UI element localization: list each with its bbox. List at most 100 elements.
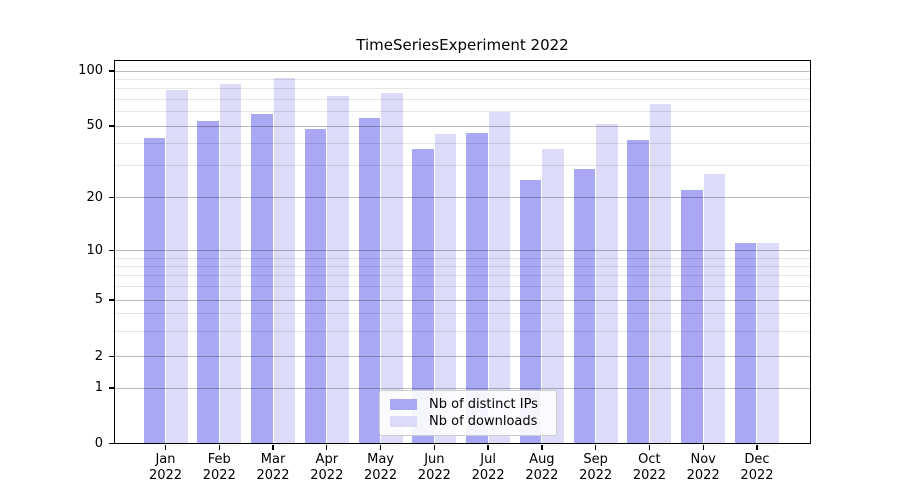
gridline-minor-6: [115, 286, 810, 288]
x-tick-month-feb: Feb: [207, 452, 231, 467]
x-tick-month-oct: Oct: [638, 452, 661, 467]
gridline-major-10: [115, 250, 810, 251]
x-tick-year-dec: 2022: [740, 468, 774, 483]
legend: Nb of distinct IPs Nb of downloads: [379, 390, 557, 436]
y-tick-100: [109, 70, 115, 72]
gridline-major-5: [115, 299, 810, 301]
x-tick-year-jun: 2022: [417, 468, 451, 483]
gridline-major-2: [115, 356, 810, 357]
x-tick-nov: [702, 444, 704, 450]
bar-nb-of-distinct-ips-nov: [681, 190, 703, 444]
chart-title: TimeSeriesExperiment 2022: [356, 36, 569, 54]
bar-nb-of-distinct-ips-jan: [143, 137, 165, 444]
bar-nb-of-distinct-ips-jun: [412, 149, 434, 444]
y-tick-label-20: 20: [86, 189, 103, 205]
x-tick-mar: [272, 444, 274, 450]
x-tick-month-jun: Jun: [424, 452, 445, 467]
x-tick-jul: [487, 444, 489, 450]
bar-nb-of-downloads-jan: [166, 89, 188, 444]
x-tick-year-aug: 2022: [525, 468, 559, 483]
y-tick-5: [109, 299, 115, 301]
bar-nb-of-distinct-ips-mar: [251, 114, 273, 444]
bar-nb-of-downloads-dec: [757, 243, 779, 444]
x-tick-label-apr: Apr 2022: [299, 452, 355, 484]
bar-nb-of-downloads-aug: [542, 149, 564, 444]
x-tick-label-aug: Aug 2022: [514, 452, 570, 484]
x-tick-label-nov: Nov 2022: [675, 452, 731, 484]
x-tick-month-nov: Nov: [690, 452, 716, 467]
x-tick-jun: [433, 444, 435, 450]
x-tick-aug: [541, 444, 543, 450]
gridline-major-1: [115, 387, 810, 389]
x-tick-year-sep: 2022: [579, 468, 613, 483]
x-tick-month-may: May: [367, 452, 395, 467]
bar-nb-of-downloads-sep: [596, 124, 618, 444]
x-tick-label-dec: Dec 2022: [729, 452, 785, 484]
x-tick-month-jan: Jan: [155, 452, 176, 467]
gridline-minor-40: [115, 142, 810, 144]
y-tick-label-50: 50: [86, 118, 103, 133]
y-tick-1: [109, 387, 115, 389]
x-tick-month-mar: Mar: [260, 452, 286, 467]
bar-nb-of-downloads-apr: [327, 95, 349, 444]
y-tick-50: [109, 125, 115, 127]
bar-nb-of-distinct-ips-feb: [197, 121, 219, 444]
y-tick-label-0: 0: [94, 435, 103, 451]
gridline-major-100: [115, 70, 810, 72]
bar-nb-of-downloads-feb: [219, 83, 242, 444]
bar-nb-of-downloads-nov: [703, 174, 726, 444]
bar-nb-of-distinct-ips-dec: [734, 243, 757, 444]
x-tick-apr: [326, 444, 328, 450]
bar-nb-of-downloads-may: [381, 92, 403, 444]
x-tick-may: [379, 444, 382, 450]
x-tick-month-jul: Jul: [480, 452, 496, 467]
x-tick-year-oct: 2022: [632, 468, 666, 483]
x-tick-year-jul: 2022: [471, 468, 505, 483]
x-tick-feb: [218, 444, 220, 450]
legend-label-downloads: Nb of downloads: [429, 414, 538, 429]
x-tick-month-apr: Apr: [315, 452, 339, 467]
bar-nb-of-downloads-oct: [649, 103, 672, 444]
gridline-minor-70: [115, 98, 810, 100]
x-tick-label-jul: Jul 2022: [460, 452, 516, 484]
legend-item-downloads: Nb of downloads: [390, 414, 546, 429]
x-tick-year-may: 2022: [364, 468, 398, 483]
x-tick-label-oct: Oct 2022: [621, 452, 677, 484]
y-tick-label-5: 5: [94, 292, 103, 307]
legend-swatch-distinct-ips: [390, 399, 417, 410]
bar-nb-of-distinct-ips-sep: [573, 168, 596, 444]
gridline-minor-7: [115, 275, 810, 277]
y-tick-label-100: 100: [78, 63, 103, 78]
x-tick-label-sep: Sep 2022: [568, 452, 624, 484]
gridline-minor-3: [115, 330, 810, 332]
legend-item-distinct-ips: Nb of distinct IPs: [390, 397, 546, 412]
legend-swatch-downloads: [390, 416, 417, 427]
x-tick-label-jun: Jun 2022: [406, 452, 462, 484]
x-tick-dec: [756, 444, 758, 450]
gridline-minor-80: [115, 88, 810, 90]
x-tick-year-mar: 2022: [256, 468, 290, 483]
legend-label-distinct-ips: Nb of distinct IPs: [429, 397, 538, 412]
bar-nb-of-distinct-ips-jul: [466, 132, 488, 444]
bar-nb-of-distinct-ips-apr: [304, 129, 327, 444]
x-tick-month-dec: Dec: [744, 452, 770, 467]
gridline-minor-8: [115, 265, 810, 267]
x-tick-year-nov: 2022: [686, 468, 720, 483]
gridline-major-50: [115, 125, 810, 127]
y-tick-label-1: 1: [94, 380, 103, 395]
x-tick-label-feb: Feb 2022: [191, 452, 247, 484]
y-tick-10: [109, 249, 115, 252]
x-tick-year-feb: 2022: [202, 468, 236, 483]
y-tick-0: [109, 442, 115, 445]
bar-nb-of-distinct-ips-oct: [627, 139, 649, 444]
x-tick-year-jan: 2022: [148, 468, 183, 483]
bar-nb-of-downloads-mar: [273, 77, 296, 444]
bar-nb-of-distinct-ips-aug: [519, 180, 542, 444]
x-tick-label-may: May 2022: [353, 452, 409, 484]
x-tick-sep: [595, 444, 597, 450]
bar-nb-of-downloads-jul: [488, 111, 511, 444]
gridline-minor-90: [115, 78, 810, 80]
gridline-minor-60: [115, 111, 810, 113]
gridline-major-20: [115, 197, 810, 198]
